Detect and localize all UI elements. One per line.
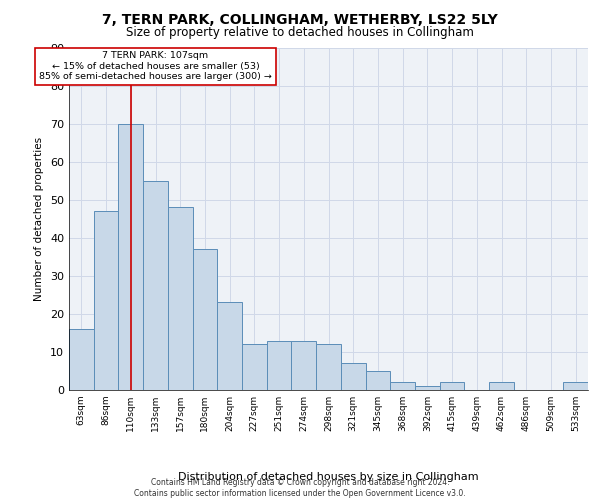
Bar: [292, 340, 316, 390]
Text: Size of property relative to detached houses in Collingham: Size of property relative to detached ho…: [126, 26, 474, 39]
Bar: [316, 344, 341, 390]
Bar: [415, 386, 440, 390]
Bar: [489, 382, 514, 390]
Bar: [563, 382, 588, 390]
Bar: [365, 371, 390, 390]
Bar: [217, 302, 242, 390]
Bar: [143, 180, 168, 390]
Bar: [341, 364, 365, 390]
Bar: [94, 211, 118, 390]
Bar: [267, 340, 292, 390]
Y-axis label: Number of detached properties: Number of detached properties: [34, 136, 44, 301]
Bar: [69, 329, 94, 390]
Bar: [390, 382, 415, 390]
Text: Distribution of detached houses by size in Collingham: Distribution of detached houses by size …: [178, 472, 479, 482]
Bar: [242, 344, 267, 390]
Bar: [168, 208, 193, 390]
Text: 7, TERN PARK, COLLINGHAM, WETHERBY, LS22 5LY: 7, TERN PARK, COLLINGHAM, WETHERBY, LS22…: [102, 12, 498, 26]
Text: 7 TERN PARK: 107sqm
← 15% of detached houses are smaller (53)
85% of semi-detach: 7 TERN PARK: 107sqm ← 15% of detached ho…: [39, 52, 272, 81]
Bar: [118, 124, 143, 390]
Text: Contains HM Land Registry data © Crown copyright and database right 2024.
Contai: Contains HM Land Registry data © Crown c…: [134, 478, 466, 498]
Bar: [440, 382, 464, 390]
Bar: [193, 249, 217, 390]
